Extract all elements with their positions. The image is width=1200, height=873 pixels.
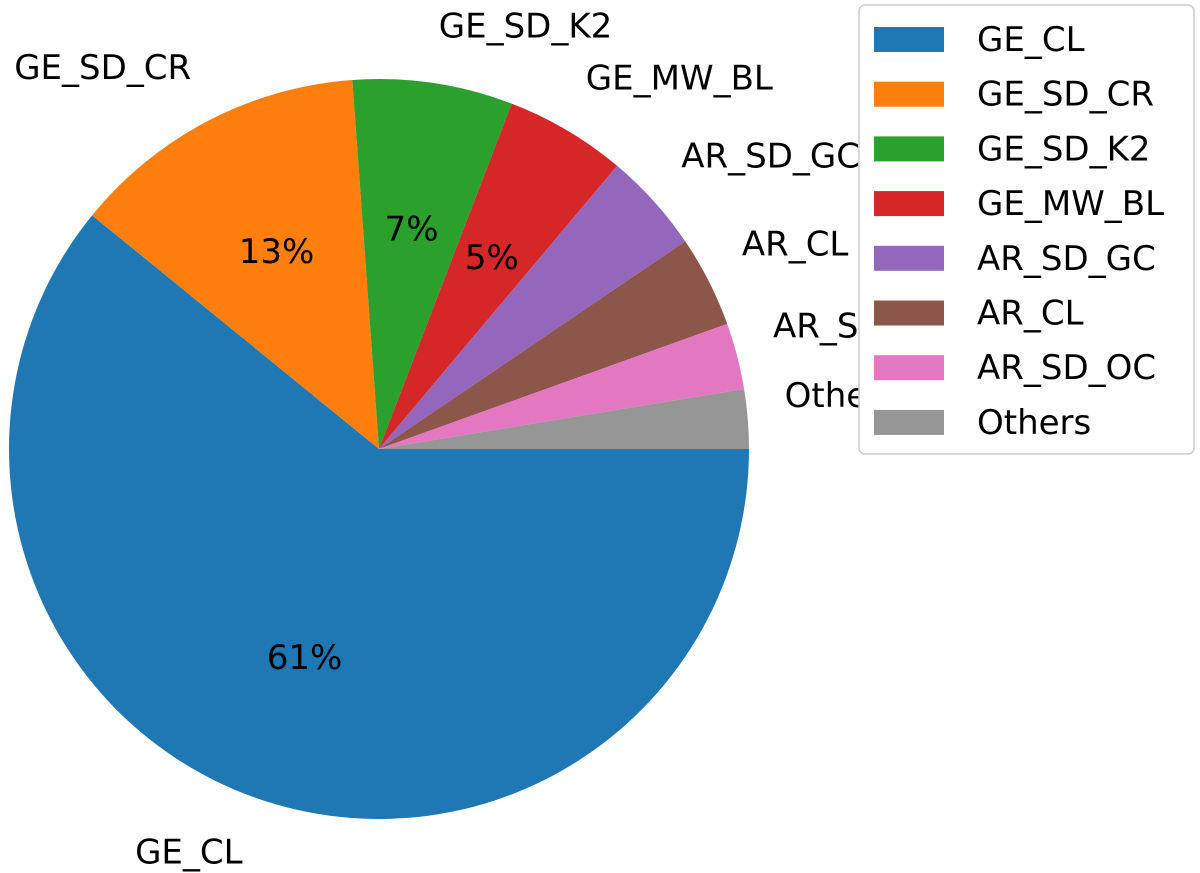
slice-ge-mw-bl [379,103,618,450]
legend-swatch-others [874,409,944,435]
legend-swatch-ar-sd-gc [874,245,944,271]
slice-ge-cl [8,215,749,819]
slice-label-ar-cl: AR_CL [742,225,849,265]
legend-label-ge-cl: GE_CL [977,20,1085,60]
slice-label-ge-sd-k2: GE_SD_K2 [439,6,613,46]
legend-label-ar-sd-gc: AR_SD_GC [977,239,1156,279]
legend-label-ar-cl: AR_CL [977,294,1084,334]
legend-swatch-ge-mw-bl [874,191,944,217]
slice-ge-sd-k2 [352,79,512,449]
legend-swatch-ge-sd-k2 [874,136,944,162]
pie-slices [8,79,749,819]
slice-ge-sd-cr [92,79,379,450]
legend-label-ar-sd-oc: AR_SD_OC [977,348,1156,388]
slice-label-ge-sd-cr: GE_SD_CR [14,48,191,88]
slice-label-ge-mw-bl: GE_MW_BL [586,58,773,98]
percent-label-ge-sd-cr: 13% [239,232,315,272]
slice-ar-sd-gc [379,165,686,450]
legend-label-others: Others [977,403,1091,443]
legend-swatch-ge-sd-cr [874,81,944,107]
pie-percent-labels: 61% 13% 7% 5% [239,209,519,678]
slice-ar-sd-oc [379,323,745,449]
slice-ar-cl [379,241,728,449]
slice-label-ar-sd-gc: AR_SD_GC [681,136,860,176]
slice-label-ge-cl: GE_CL [135,832,243,872]
legend-frame [858,4,1195,455]
percent-label-ge-sd-k2: 7% [385,209,439,249]
percent-label-ge-mw-bl: 5% [465,238,519,278]
legend: GE_CL GE_SD_CR GE_SD_K2 GE_MW_BL AR_SD_GC AR_… [858,4,1195,455]
legend-swatch-ar-sd-oc [874,355,944,381]
legend-swatch-ar-cl [874,300,944,326]
slice-others [379,388,749,449]
legend-label-ge-sd-cr: GE_SD_CR [977,75,1154,115]
percent-label-ge-cl: 61% [267,638,343,678]
legend-swatch-ge-cl [874,27,944,52]
legend-label-ge-mw-bl: GE_MW_BL [977,184,1164,224]
legend-label-ge-sd-k2: GE_SD_K2 [977,129,1151,169]
